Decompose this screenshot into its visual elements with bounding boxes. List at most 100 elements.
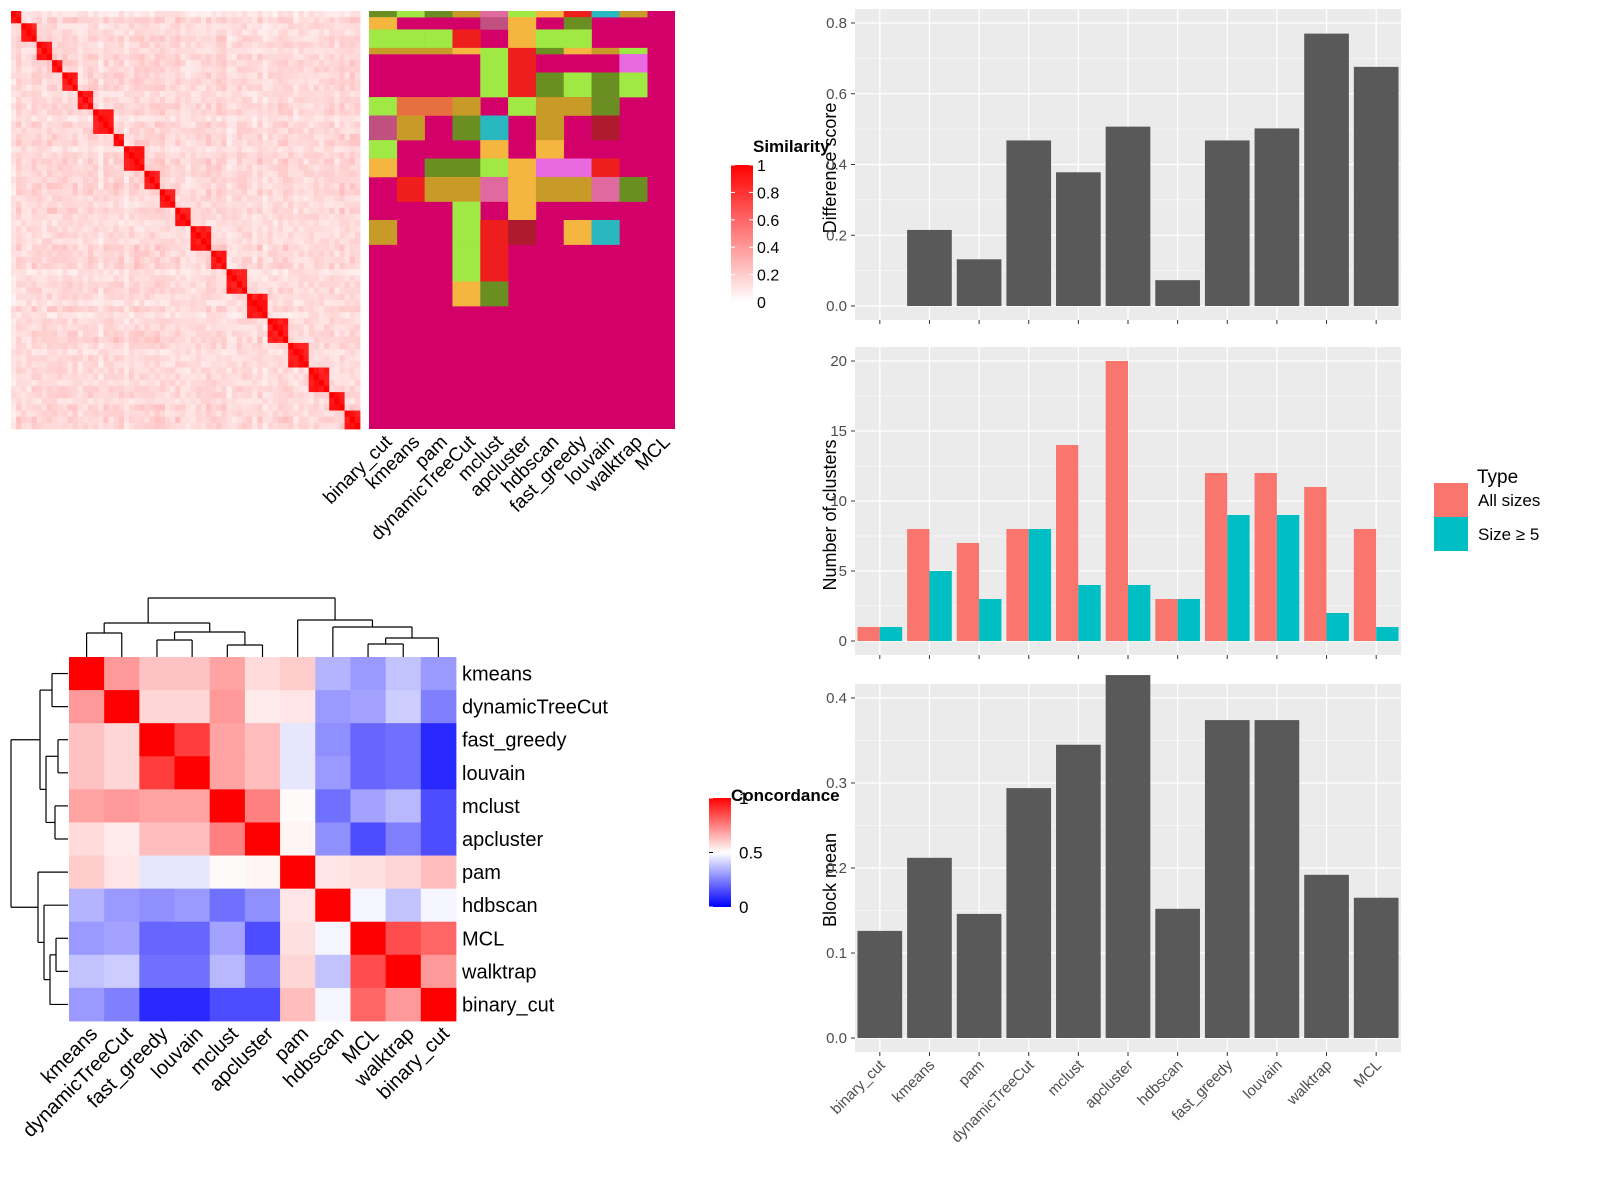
similarity-cell: [134, 238, 140, 245]
similarity-cell: [241, 392, 248, 399]
similarity-cell: [308, 127, 315, 135]
cluster-cell: [369, 97, 398, 116]
similarity-cell: [231, 115, 238, 123]
similarity-cell: [154, 385, 161, 393]
similarity-cell: [272, 183, 279, 190]
similarity-cell: [283, 170, 289, 178]
similarity-cell: [144, 152, 150, 159]
similarity-cell: [154, 299, 161, 307]
similarity-cell: [154, 121, 161, 129]
similarity-cell: [82, 422, 89, 430]
similarity-cell: [36, 275, 43, 282]
similarity-cell: [206, 11, 212, 18]
similarity-cell: [21, 287, 27, 295]
similarity-cell: [26, 109, 32, 116]
similarity-cell: [26, 90, 32, 98]
similarity-cell: [313, 158, 320, 166]
similarity-cell: [283, 146, 289, 153]
similarity-cell: [72, 392, 79, 399]
similarity-cell: [57, 361, 63, 368]
similarity-cell: [26, 207, 32, 215]
similarity-cell: [185, 54, 192, 61]
similarity-cell: [211, 385, 217, 393]
similarity-cell: [144, 238, 150, 245]
similarity-cell: [226, 318, 233, 325]
similarity-cell: [41, 312, 48, 319]
similarity-cell: [247, 263, 253, 270]
similarity-cell: [26, 60, 32, 67]
similarity-cell: [241, 232, 248, 239]
similarity-cell: [164, 60, 171, 67]
concordance-cell: [209, 954, 246, 989]
similarity-cell: [52, 336, 58, 344]
similarity-cell: [134, 299, 140, 307]
concordance-cell: [174, 954, 211, 989]
similarity-cell: [62, 183, 68, 190]
similarity-cell: [262, 146, 269, 153]
similarity-cell: [175, 133, 181, 141]
similarity-cell: [334, 293, 340, 301]
similarity-cell: [87, 318, 94, 325]
similarity-cell: [129, 361, 135, 368]
similarity-cell: [139, 176, 145, 184]
similarity-cell: [31, 299, 38, 307]
similarity-cell: [334, 11, 340, 18]
similarity-cell: [226, 244, 233, 252]
similarity-cell: [216, 367, 222, 375]
similarity-cell: [16, 127, 22, 135]
similarity-cell: [93, 115, 99, 123]
similarity-cell: [313, 410, 320, 418]
similarity-cell: [329, 330, 335, 338]
similarity-cell: [349, 115, 356, 123]
similarity-cell: [303, 336, 310, 344]
similarity-cell: [216, 109, 222, 116]
similarity-cell: [134, 410, 140, 418]
similarity-cell: [195, 355, 202, 362]
similarity-cell: [190, 201, 197, 209]
similarity-cell: [123, 336, 130, 344]
similarity-cell: [62, 422, 68, 430]
similarity-cell: [262, 47, 269, 55]
similarity-cell: [339, 90, 345, 98]
similarity-cell: [57, 213, 63, 221]
similarity-cell: [277, 84, 284, 92]
similarity-cell: [344, 361, 351, 368]
similarity-cell: [77, 133, 84, 141]
similarity-cell: [103, 312, 109, 319]
similarity-cell: [226, 250, 233, 258]
similarity-cell: [206, 373, 212, 381]
similarity-cell: [277, 392, 284, 399]
similarity-cell: [170, 97, 176, 104]
similarity-cell: [206, 109, 212, 116]
similarity-cell: [190, 220, 197, 227]
similarity-cell: [257, 281, 263, 289]
similarity-cell: [293, 324, 299, 332]
similarity-cell: [21, 41, 27, 49]
similarity-cell: [339, 54, 345, 61]
similarity-cell: [103, 416, 109, 424]
similarity-cell: [57, 373, 63, 381]
similarity-cell: [324, 422, 330, 430]
similarity-cell: [298, 281, 304, 289]
similarity-cell: [344, 23, 351, 30]
cluster-cell: [508, 54, 537, 73]
similarity-cell: [206, 226, 212, 233]
similarity-cell: [241, 170, 248, 178]
similarity-cell: [52, 23, 58, 30]
similarity-cell: [87, 207, 94, 215]
similarity-cell: [349, 244, 356, 252]
similarity-cell: [354, 35, 361, 43]
similarity-cell: [11, 330, 17, 338]
similarity-cell: [206, 121, 212, 129]
similarity-cell: [226, 256, 233, 264]
similarity-cell: [82, 158, 89, 166]
similarity-cell: [103, 41, 109, 49]
similarity-cell: [57, 336, 63, 344]
similarity-cell: [175, 220, 181, 227]
similarity-cell: [62, 379, 68, 387]
similarity-cell: [221, 115, 227, 123]
similarity-cell: [31, 47, 38, 55]
similarity-cell: [190, 121, 197, 129]
similarity-cell: [87, 17, 94, 24]
similarity-cell: [87, 367, 94, 375]
